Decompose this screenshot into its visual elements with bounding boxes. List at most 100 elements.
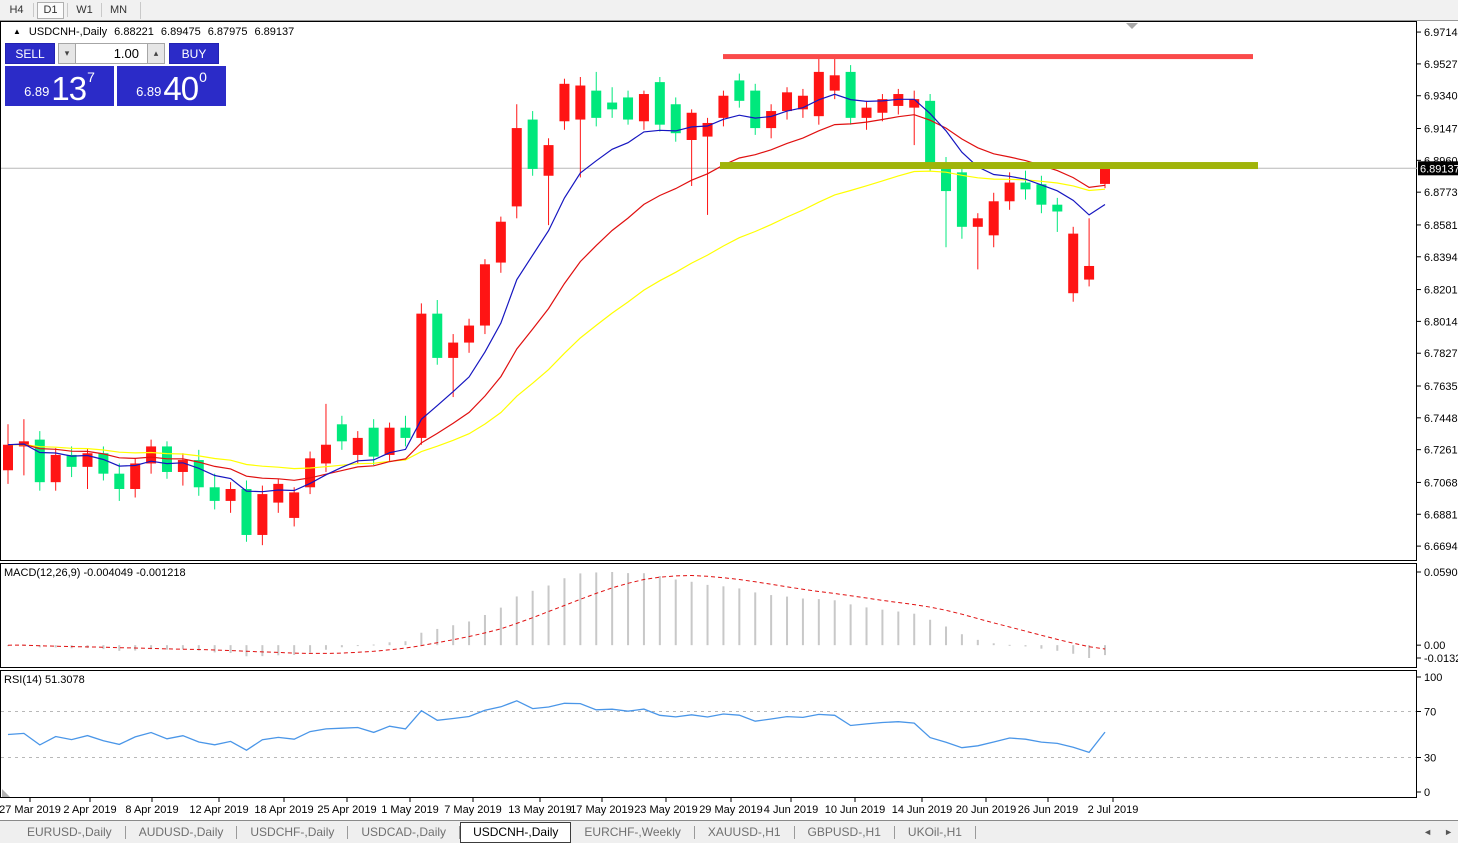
candle-body xyxy=(607,102,618,110)
timeframe-mn-button[interactable]: MN xyxy=(105,2,132,19)
chart-tab-audusd-daily[interactable]: AUDUSD-,Daily xyxy=(138,824,224,839)
volume-decrease-button[interactable]: ▾ xyxy=(58,43,76,64)
candle-body xyxy=(98,453,109,474)
candle-body xyxy=(336,424,347,442)
chart-tab-xauusd-h1[interactable]: XAUUSD-,H1 xyxy=(707,824,781,839)
macd-histogram-bar xyxy=(1088,645,1091,658)
macd-histogram-bar xyxy=(54,645,57,648)
candle-body xyxy=(130,463,141,489)
tab-separator xyxy=(347,825,349,839)
macd-histogram-bar xyxy=(102,645,105,650)
symbol-title: USDCNH-,Daily xyxy=(28,26,108,38)
sell-button[interactable]: SELL xyxy=(5,43,55,64)
candle-body xyxy=(352,437,363,455)
macd-histogram-bar xyxy=(992,643,995,646)
timeframe-w1-button[interactable]: W1 xyxy=(71,2,98,19)
rsi-axis-label: 70 xyxy=(1424,707,1436,719)
toolbar-separator xyxy=(101,3,102,17)
chart-tab-eurchf-weekly[interactable]: EURCHF-,Weekly xyxy=(584,824,681,839)
macd-histogram-bar xyxy=(960,634,963,646)
chart-tab-bar: EURUSD-,Daily AUDUSD-,Daily USDCHF-,Dail… xyxy=(0,820,1458,843)
macd-histogram-bar xyxy=(706,584,709,646)
macd-histogram-bar xyxy=(309,645,312,653)
price-axis-label: 6.70685 xyxy=(1424,477,1458,489)
tab-scroll-left-icon[interactable]: ◄ xyxy=(1423,827,1433,837)
chart-tab-usdchf-daily[interactable]: USDCHF-,Daily xyxy=(250,824,335,839)
macd-histogram-bar xyxy=(547,585,550,646)
candle-body xyxy=(654,82,665,125)
candle-body xyxy=(813,71,824,117)
candle-body xyxy=(289,492,300,518)
macd-histogram-bar xyxy=(420,632,423,646)
collapse-panel-icon[interactable]: ▲ xyxy=(13,27,21,36)
macd-histogram-bar xyxy=(658,576,661,646)
price-axis-label: 6.95270 xyxy=(1424,59,1458,71)
candle-body xyxy=(877,99,888,113)
candle-body xyxy=(320,444,331,464)
chart-tab-gbpusd-h1[interactable]: GBPUSD-,H1 xyxy=(807,824,881,839)
macd-histogram-bar xyxy=(436,628,439,646)
macd-histogram-bar xyxy=(738,588,741,646)
candle-body xyxy=(1036,184,1047,205)
candle-body xyxy=(209,487,220,501)
up-arrow-icon: ▴ xyxy=(153,48,159,58)
buy-button[interactable]: BUY xyxy=(169,43,219,64)
candle-body xyxy=(225,488,236,501)
macd-histogram-bar xyxy=(483,614,486,646)
one-click-trading-panel: SELL ▾ ▴ BUY 6.89 13 7 6.89 40 0 xyxy=(5,43,226,106)
down-arrow-icon: ▾ xyxy=(64,48,70,58)
sell-price-box[interactable]: 6.89 13 7 xyxy=(5,66,114,106)
chart-tab-eurusd-daily[interactable]: EURUSD-,Daily xyxy=(27,824,112,839)
macd-histogram-bar xyxy=(833,600,836,646)
candle-body xyxy=(34,439,45,483)
volume-input[interactable] xyxy=(76,43,147,64)
macd-histogram-bar xyxy=(563,578,566,646)
macd-histogram-bar xyxy=(181,645,184,650)
candle-body xyxy=(1004,182,1015,202)
candle-body xyxy=(177,460,188,472)
rsi-indicator-label: RSI(14) 51.3078 xyxy=(4,674,85,686)
tab-separator xyxy=(124,825,126,839)
chart-tab-ukoil-h1[interactable]: UKOil-,H1 xyxy=(907,824,962,839)
candle-body xyxy=(1068,233,1079,294)
chart-tab-usdcad-daily[interactable]: USDCAD-,Daily xyxy=(361,824,447,839)
candle-body xyxy=(114,473,125,489)
candle-body xyxy=(400,427,411,438)
fast-ma-line xyxy=(7,93,1106,493)
candle-body xyxy=(861,107,872,118)
price-axis-label: 6.74480 xyxy=(1424,413,1458,425)
candle-body xyxy=(670,104,681,134)
date-axis-label: 2 Apr 2019 xyxy=(63,804,116,816)
candle-body xyxy=(1100,168,1110,184)
macd-histogram-bar xyxy=(801,598,804,646)
candle-body xyxy=(511,128,522,207)
candle-body xyxy=(575,85,586,120)
volume-increase-button[interactable]: ▴ xyxy=(147,43,165,64)
candle-body xyxy=(941,165,952,192)
toolbar-separator xyxy=(67,3,68,17)
macd-histogram-bar xyxy=(1104,645,1106,656)
date-axis-label: 26 Jun 2019 xyxy=(1018,804,1079,816)
rsi-line xyxy=(7,700,1106,754)
timeframe-d1-button[interactable]: D1 xyxy=(37,1,64,19)
panel-resize-grip xyxy=(2,789,10,797)
chart-tab-usdcnh-daily[interactable]: USDCNH-,Daily xyxy=(460,821,572,843)
candle-body xyxy=(543,145,554,176)
candle-body xyxy=(479,264,490,326)
price-axis-label: 6.78275 xyxy=(1424,348,1458,360)
timeframe-h4-button[interactable]: H4 xyxy=(3,2,30,19)
tab-scroll-right-icon[interactable]: ► xyxy=(1444,827,1453,837)
candle-body xyxy=(829,75,840,91)
candle-body xyxy=(925,100,936,164)
macd-indicator-label: MACD(12,26,9) -0.004049 -0.001218 xyxy=(4,567,186,579)
sell-price-prefix: 6.89 xyxy=(24,84,50,99)
candle-body xyxy=(893,94,904,106)
macd-histogram-bar xyxy=(754,592,757,646)
buy-price-box[interactable]: 6.89 40 0 xyxy=(117,66,226,106)
macd-histogram-bar xyxy=(945,626,948,646)
current-price-tag-value: 6.89137 xyxy=(1420,163,1458,175)
macd-histogram-bar xyxy=(897,611,900,646)
macd-histogram-bar xyxy=(213,645,216,653)
main-panel-border xyxy=(0,21,1417,561)
